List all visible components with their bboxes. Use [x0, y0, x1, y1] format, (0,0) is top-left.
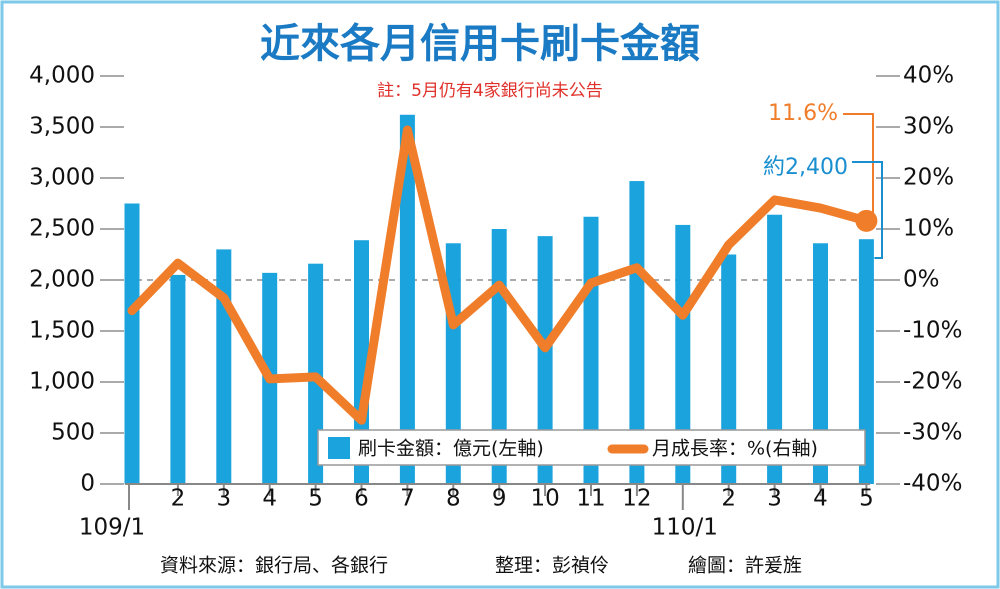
legend-box: [317, 429, 866, 466]
y2-tick-label: 40%: [903, 63, 954, 89]
x-tick-label: 5: [859, 486, 874, 512]
bar: [767, 214, 783, 484]
x-tick-label: 9: [492, 486, 507, 512]
y-tick-label: 1,500: [29, 318, 95, 344]
annotation-connector: [843, 113, 874, 213]
last-point: [855, 209, 878, 232]
chart-subtitle: 註：5月仍有4家銀行尚未公告: [377, 81, 603, 101]
x-tick-label: 5: [308, 486, 323, 512]
y2-tick-label: -10%: [903, 318, 962, 344]
annotation: 11.6%: [768, 101, 838, 126]
y-tick-label: 500: [51, 420, 95, 446]
y-tick-label: 4,000: [29, 63, 95, 89]
x-tick-label: 6: [354, 486, 369, 512]
y-tick-label: 0: [80, 471, 95, 497]
y-tick-label: 3,000: [29, 165, 95, 191]
x-tick-label: 11: [576, 486, 605, 512]
bar: [721, 254, 737, 484]
chart-title: 近來各月信用卡刷卡金額: [260, 21, 700, 67]
y2-tick-label: -40%: [903, 471, 962, 497]
bar: [813, 243, 828, 484]
y2-tick-label: -30%: [903, 420, 962, 446]
annotation: 約2,400: [763, 155, 848, 180]
legend-swatch: [328, 437, 350, 459]
bar: [124, 203, 140, 484]
bar: [354, 240, 369, 484]
legend-label: 刷卡金額：億元(左軸): [358, 438, 544, 460]
x-tick-label: 7: [400, 486, 415, 512]
bar: [170, 274, 186, 484]
y-tick-label: 2,000: [29, 267, 95, 293]
y2-tick-label: -20%: [903, 369, 962, 395]
source-text: 資料來源：銀行局、各銀行: [160, 555, 388, 577]
y-tick-label: 2,500: [29, 216, 95, 242]
legend-label: 月成長率：%(右軸): [652, 438, 818, 460]
bar: [399, 114, 415, 484]
y-tick-label: 3,500: [29, 114, 95, 140]
x-tick-label: 12: [622, 486, 651, 512]
x-tick-label: 109/1: [79, 515, 145, 541]
bar: [675, 224, 691, 485]
x-tick-label: 2: [721, 486, 736, 512]
bar: [537, 236, 553, 484]
annotation-connector: [852, 161, 883, 259]
y2-tick-label: 20%: [903, 165, 954, 191]
source-text: 整理：彭禎伶: [495, 555, 609, 577]
growth-line: [127, 125, 871, 425]
y2-tick-label: 30%: [903, 114, 954, 140]
x-tick-label: 10: [530, 486, 559, 512]
bar: [216, 249, 232, 484]
bar: [858, 239, 874, 484]
x-tick-label: 110/1: [652, 515, 718, 541]
y2-tick-label: 10%: [903, 216, 954, 242]
x-tick-label: 8: [446, 486, 461, 512]
x-tick-label: 4: [813, 486, 828, 512]
x-tick-label: 2: [171, 486, 186, 512]
bar: [629, 181, 645, 484]
x-tick-label: 4: [262, 486, 277, 512]
y-tick-label: 1,000: [29, 369, 95, 395]
y2-tick-label: 0%: [903, 267, 940, 293]
x-tick-label: 3: [216, 486, 231, 512]
x-tick-label: 3: [767, 486, 782, 512]
source-text: 繪圖：許爰旌: [688, 555, 802, 577]
